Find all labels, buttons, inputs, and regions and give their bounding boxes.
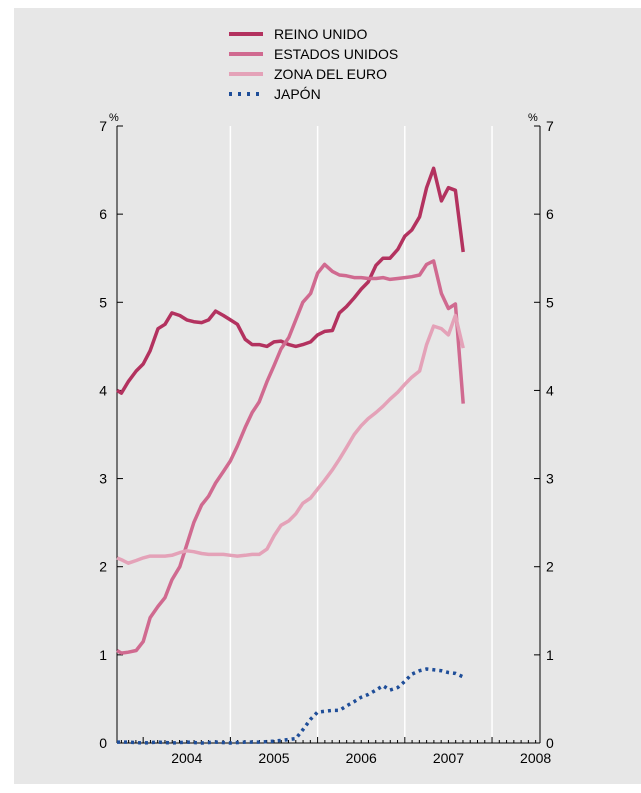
y-tick-label-right: 7 <box>546 118 554 134</box>
legend-label: JAPÓN <box>274 86 321 102</box>
y-tick-label-left: 7 <box>99 118 107 134</box>
y-tick-label-left: 0 <box>99 735 107 751</box>
y-tick-label-left: 2 <box>99 559 107 575</box>
y-unit-left: % <box>109 112 119 124</box>
axes: 0 0 1 1 2 2 3 3 4 4 5 5 6 6 7 7% % 2004 2005 2006 2007 2008 <box>99 112 554 766</box>
y-unit-right: % <box>528 112 538 124</box>
legend-label: ESTADOS UNIDOS <box>274 46 398 62</box>
y-tick-label-left: 1 <box>99 647 107 663</box>
legend-label: ZONA DEL EURO <box>274 66 387 82</box>
y-tick-label-right: 5 <box>546 294 554 310</box>
series-line-estados-unidos <box>116 259 465 655</box>
x-tick-label: 2007 <box>433 750 464 766</box>
series-line-reino-unido <box>116 166 465 395</box>
legend: REINO UNIDO ESTADOS UNIDOS ZONA DEL EURO JA… <box>229 26 398 102</box>
series-line-jap-n <box>117 667 464 745</box>
y-tick-label-right: 4 <box>546 382 554 398</box>
y-tick-label-right: 6 <box>546 206 554 222</box>
year-gridlines <box>229 126 493 743</box>
y-tick-label-right: 3 <box>546 471 554 487</box>
y-tick-label-left: 6 <box>99 206 107 222</box>
y-tick-label-right: 2 <box>546 559 554 575</box>
series-lines <box>116 166 465 745</box>
y-tick-label-right: 1 <box>546 647 554 663</box>
x-tick-label: 2008 <box>520 750 551 766</box>
y-tick-label-right: 0 <box>546 735 554 751</box>
x-tick-label: 2005 <box>258 750 289 766</box>
y-tick-label-left: 5 <box>99 294 107 310</box>
x-tick-label: 2004 <box>171 750 202 766</box>
y-tick-label-left: 3 <box>99 471 107 487</box>
x-tick-label: 2006 <box>346 750 377 766</box>
y-tick-label-left: 4 <box>99 382 107 398</box>
series-line-zona-del-euro <box>116 313 465 565</box>
legend-label: REINO UNIDO <box>274 26 367 42</box>
